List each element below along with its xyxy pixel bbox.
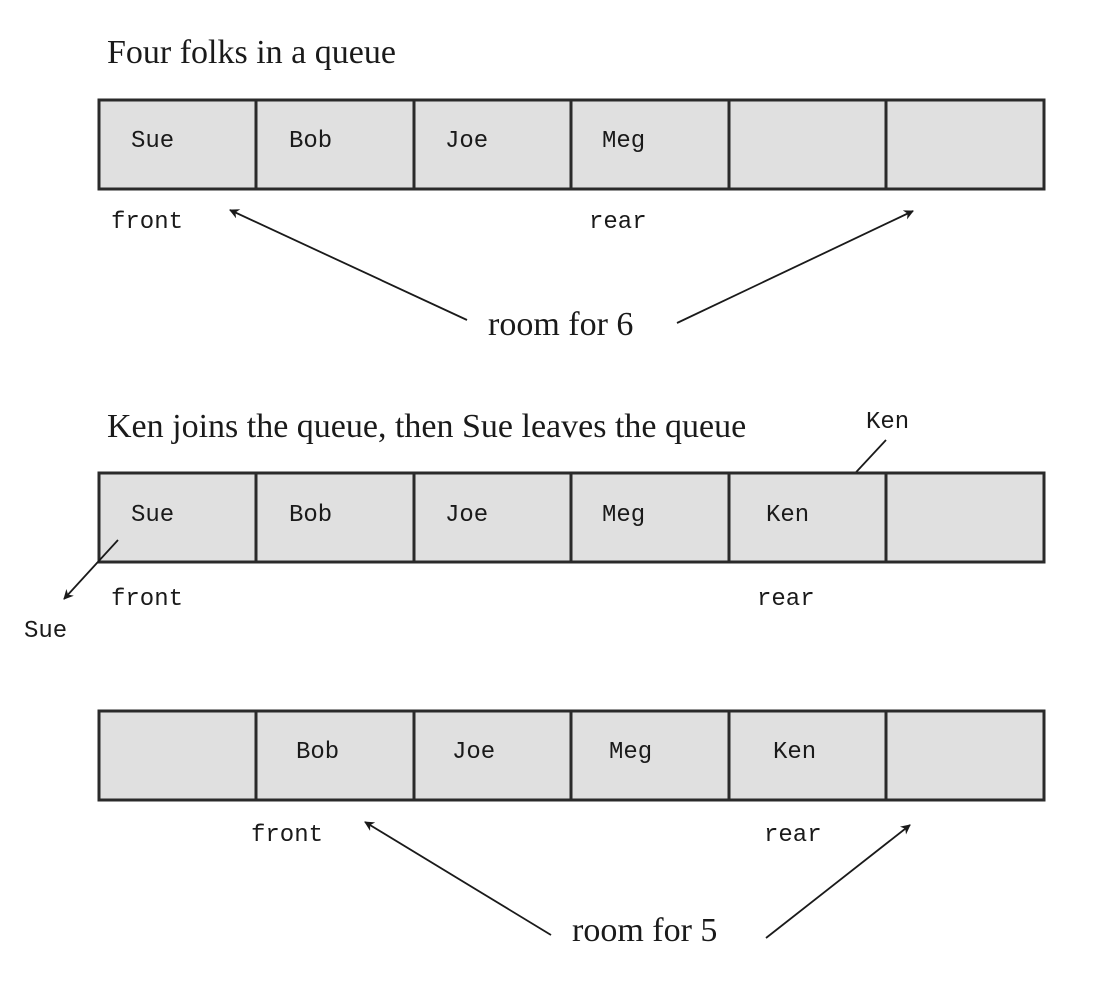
queue3-cell-1: [254, 709, 416, 802]
queue2-item: Meg: [602, 502, 645, 529]
queue2-item: Joe: [445, 502, 488, 529]
queue1-cell-1: [254, 98, 416, 191]
queue3-cell-5: [884, 709, 1046, 802]
arrow-to-end: [765, 824, 911, 939]
queue2-item: Bob: [289, 502, 332, 529]
queue3-cell-0: [97, 709, 258, 802]
arrow-to-front: [229, 209, 468, 321]
queue1-item: Meg: [602, 128, 645, 155]
queue2-cell-2: [412, 471, 573, 564]
queue1-cell-0: [97, 98, 258, 191]
queue1-cell-4: [727, 98, 888, 191]
queue-array-3: [97, 709, 1046, 802]
queue1-cell-3: [569, 98, 731, 191]
queue1-item: Sue: [131, 128, 174, 155]
outgoing-item-label: Sue: [24, 618, 67, 645]
room-label: room for 5: [572, 912, 717, 949]
queue2-cell-1: [254, 471, 416, 564]
queue1-cell-2: [412, 98, 573, 191]
diagram-join-leave: Ken joins the queue, then Sue leaves the…: [24, 408, 1046, 645]
queue3-item: Joe: [452, 739, 495, 766]
incoming-item-label: Ken: [866, 409, 909, 436]
diagram1-title: Four folks in a queue: [107, 34, 396, 71]
room-label: room for 6: [488, 306, 633, 343]
diagram2-title: Ken joins the queue, then Sue leaves the…: [107, 408, 746, 445]
queue2-cell-5: [884, 471, 1046, 564]
queue-array-2: [97, 471, 1046, 564]
arrow-to-front: [364, 821, 552, 936]
queue1-item: Joe: [445, 128, 488, 155]
queue3-cell-2: [412, 709, 573, 802]
queue3-item: Meg: [609, 739, 652, 766]
arrow-to-end: [676, 210, 914, 324]
rear-pointer-label: rear: [589, 209, 647, 236]
queue1-item: Bob: [289, 128, 332, 155]
queue3-item: Ken: [773, 739, 816, 766]
queue2-item: Ken: [766, 502, 809, 529]
queue2-item: Sue: [131, 502, 174, 529]
queue-array-1: [97, 98, 1046, 191]
rear-pointer-label: rear: [764, 822, 822, 849]
queue2-cell-3: [569, 471, 731, 564]
front-pointer-label: front: [111, 586, 183, 613]
queue3-item: Bob: [296, 739, 339, 766]
diagram-four-folks: Four folks in a queue Sue Bob Joe Meg fr…: [97, 34, 1046, 343]
queue1-cell-5: [884, 98, 1046, 191]
diagram-after-dequeue: Bob Joe Meg Ken front rear room for 5: [97, 709, 1046, 949]
front-pointer-label: front: [251, 822, 323, 849]
front-pointer-label: front: [111, 209, 183, 236]
arrow-dequeue: [63, 539, 119, 600]
queue2-cell-0: [97, 471, 258, 564]
rear-pointer-label: rear: [757, 586, 815, 613]
